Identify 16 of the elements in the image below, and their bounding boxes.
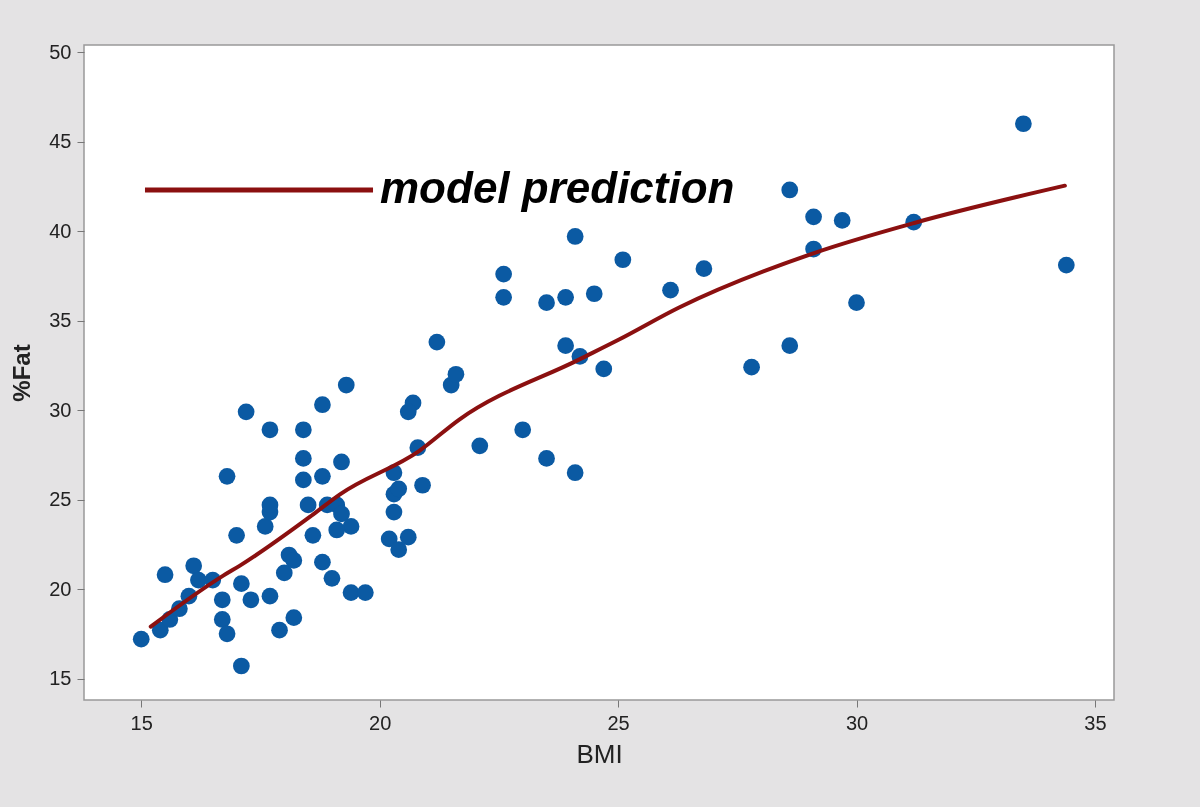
y-tick-label: 40: [49, 219, 72, 242]
y-tick-label: 45: [49, 130, 72, 153]
y-tick-label: 30: [49, 398, 72, 421]
y-tick-label: 20: [49, 577, 72, 600]
series-label: model prediction: [380, 163, 735, 212]
x-tick-label: 20: [369, 711, 392, 734]
y-axis-title: %Fat: [8, 344, 36, 402]
y-tick-label: 25: [49, 488, 72, 511]
y-tick-label: 50: [49, 40, 72, 63]
x-tick-label: 25: [607, 711, 630, 734]
y-tick-label: 15: [49, 667, 72, 690]
x-tick-label: 30: [845, 711, 869, 734]
y-tick-label: 35: [49, 309, 72, 332]
x-axis-title: BMI: [576, 738, 623, 769]
x-tick-label: 15: [130, 711, 153, 734]
x-tick-label: 35: [1084, 711, 1107, 734]
